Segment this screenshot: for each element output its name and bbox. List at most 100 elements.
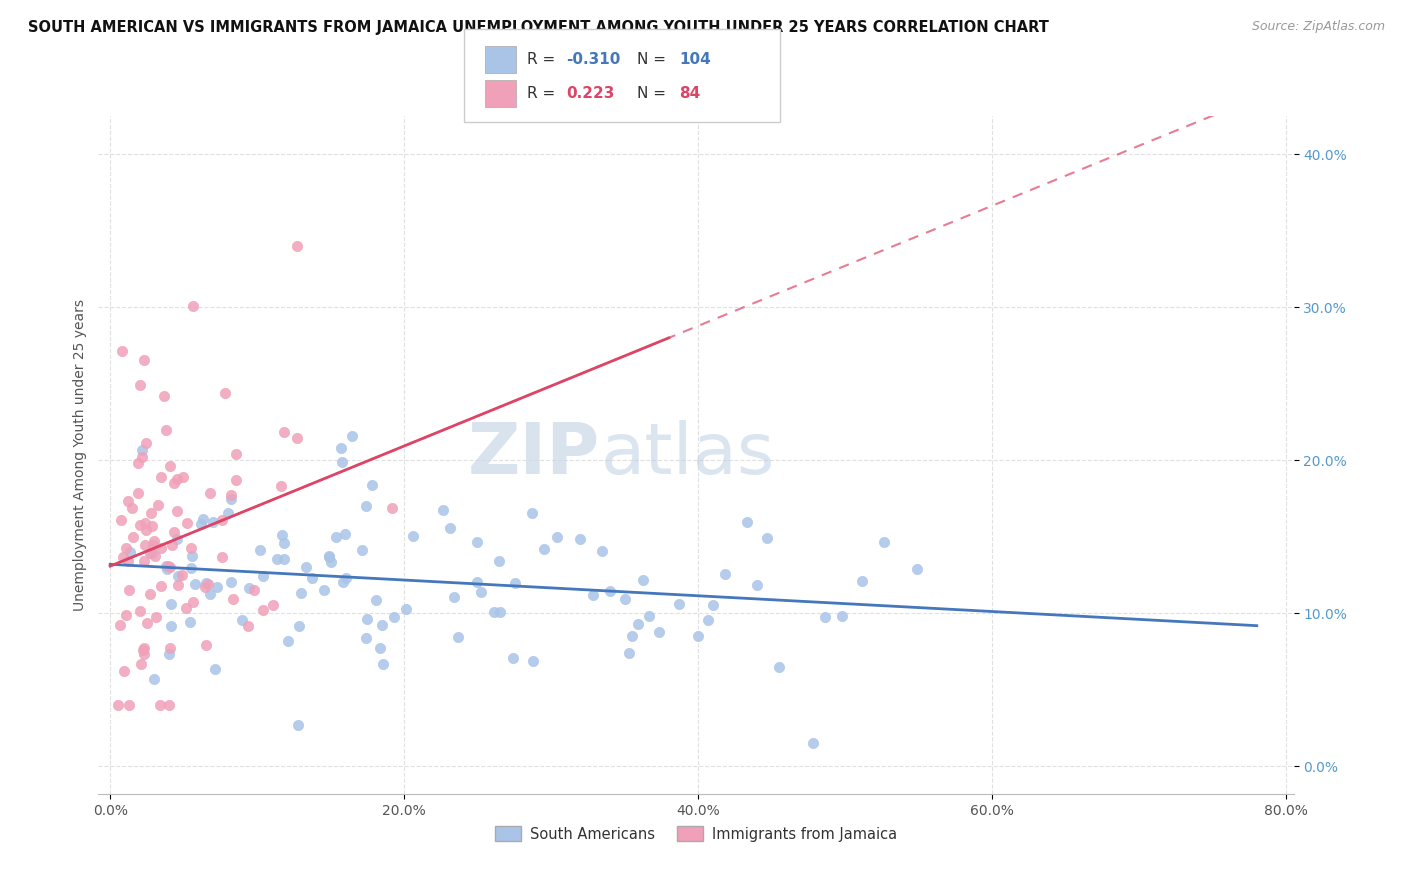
Point xyxy=(159,618,181,632)
Point xyxy=(503,575,526,590)
Point xyxy=(107,698,129,712)
Point xyxy=(335,571,357,585)
Point xyxy=(314,582,336,597)
Point xyxy=(160,598,183,612)
Point xyxy=(402,529,425,543)
Point xyxy=(114,541,136,556)
Point xyxy=(702,598,724,612)
Point xyxy=(128,604,150,618)
Point xyxy=(225,447,247,461)
Point xyxy=(159,641,181,656)
Point xyxy=(217,506,239,520)
Point xyxy=(225,473,247,487)
Point xyxy=(443,591,465,605)
Point xyxy=(163,476,186,491)
Point xyxy=(179,615,201,629)
Point xyxy=(370,640,392,655)
Point xyxy=(697,613,720,627)
Point xyxy=(163,525,186,540)
Point xyxy=(118,545,141,559)
Point xyxy=(149,470,172,484)
Text: Source: ZipAtlas.com: Source: ZipAtlas.com xyxy=(1251,20,1385,33)
Point xyxy=(134,516,156,530)
Point xyxy=(160,538,183,552)
Point xyxy=(290,586,312,600)
Point xyxy=(132,647,155,661)
Text: 0.223: 0.223 xyxy=(567,87,614,101)
Point xyxy=(489,605,512,619)
Point xyxy=(149,698,172,712)
Point xyxy=(686,629,709,643)
Point xyxy=(129,377,152,392)
Point xyxy=(831,609,853,624)
Point xyxy=(172,469,194,483)
Point xyxy=(273,536,295,550)
Point xyxy=(340,429,363,443)
Point xyxy=(488,554,510,568)
Point xyxy=(522,507,544,521)
Point xyxy=(142,538,165,552)
Point xyxy=(134,353,156,368)
Point xyxy=(273,552,295,566)
Point xyxy=(638,608,661,623)
Point xyxy=(325,530,347,544)
Point xyxy=(143,549,166,563)
Point xyxy=(318,549,340,563)
Point xyxy=(214,386,236,401)
Point xyxy=(371,617,394,632)
Point xyxy=(287,619,309,633)
Point xyxy=(619,646,641,660)
Point xyxy=(243,583,266,598)
Point xyxy=(135,435,157,450)
Point xyxy=(522,654,544,668)
Point xyxy=(157,558,180,573)
Point xyxy=(121,530,143,544)
Point xyxy=(118,583,141,598)
Point xyxy=(294,560,316,574)
Point xyxy=(197,576,219,591)
Point xyxy=(533,541,555,556)
Point xyxy=(131,442,153,457)
Point xyxy=(356,500,378,514)
Point xyxy=(801,736,824,750)
Point xyxy=(131,450,153,465)
Point xyxy=(110,512,132,526)
Point xyxy=(159,458,181,473)
Point xyxy=(905,562,928,576)
Point xyxy=(139,546,162,560)
Point xyxy=(180,560,202,574)
Point xyxy=(132,641,155,656)
Point xyxy=(330,441,353,455)
Point xyxy=(381,500,404,515)
Point xyxy=(546,530,568,544)
Point xyxy=(211,550,233,565)
Point xyxy=(395,602,418,616)
Point xyxy=(219,491,242,506)
Point xyxy=(568,533,591,547)
Point xyxy=(132,643,155,657)
Point xyxy=(614,592,637,607)
Point xyxy=(112,664,135,678)
Point xyxy=(668,597,690,611)
Point xyxy=(141,519,163,533)
Point xyxy=(354,632,377,646)
Point xyxy=(135,524,157,538)
Point xyxy=(184,577,207,591)
Point xyxy=(115,608,138,623)
Point xyxy=(330,455,353,469)
Point xyxy=(117,698,139,712)
Point xyxy=(222,592,245,607)
Point xyxy=(219,575,242,590)
Point xyxy=(373,657,395,671)
Point xyxy=(332,575,354,590)
Point xyxy=(157,698,180,712)
Point xyxy=(180,541,202,556)
Point xyxy=(287,718,309,732)
Point xyxy=(167,569,190,583)
Point xyxy=(181,299,204,313)
Point xyxy=(745,577,768,591)
Text: N =: N = xyxy=(637,53,671,67)
Point xyxy=(252,568,274,582)
Point xyxy=(238,619,260,633)
Text: R =: R = xyxy=(527,87,561,101)
